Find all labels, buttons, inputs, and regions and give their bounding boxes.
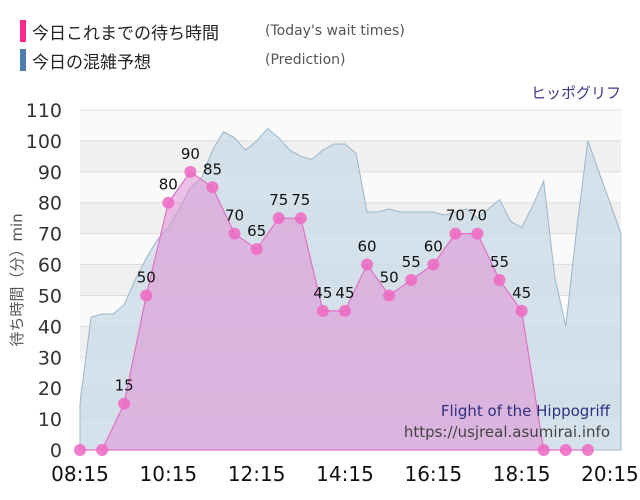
today-wait-point [361, 258, 374, 271]
today-wait-point [449, 227, 462, 240]
data-label: 65 [247, 222, 266, 240]
data-label: 55 [402, 253, 421, 271]
data-label: 70 [446, 207, 465, 225]
today-wait-point [118, 397, 131, 410]
y-tick-label: 90 [38, 162, 62, 184]
y-tick-label: 110 [26, 100, 62, 122]
y-tick-label: 20 [38, 378, 62, 400]
x-tick-label: 18:15 [493, 462, 551, 486]
y-tick-label: 30 [38, 347, 62, 369]
today-wait-point [515, 304, 528, 317]
data-label: 75 [269, 191, 288, 209]
source-url: https://usjreal.asumirai.info [404, 423, 610, 441]
today-wait-point [96, 444, 109, 456]
legend-note-prediction: (Prediction) [265, 52, 346, 68]
today-wait-point [316, 304, 329, 317]
legend-swatch-today [20, 20, 26, 42]
today-wait-point [206, 181, 219, 194]
today-wait-point [427, 258, 440, 271]
today-wait-point [272, 212, 285, 225]
data-label: 75 [291, 191, 310, 209]
x-tick-label: 12:15 [228, 462, 286, 486]
today-wait-point [405, 274, 418, 286]
data-label: 50 [380, 268, 399, 286]
legend-item-today: 今日これまでの待ち時間 (Today's wait times) [20, 18, 405, 44]
data-label: 90 [181, 145, 200, 163]
legend-label-today: 今日これまでの待ち時間 [32, 23, 219, 44]
data-label: 45 [313, 284, 332, 302]
attraction-name-jp: ヒッポグリフ [531, 84, 621, 102]
legend-label-prediction: 今日の混雑予想 [32, 52, 151, 73]
data-label: 60 [424, 238, 443, 256]
y-tick-label: 0 [50, 440, 62, 462]
data-label: 70 [225, 207, 244, 225]
today-wait-point [559, 444, 572, 456]
today-wait-point [338, 304, 351, 317]
x-tick-label: 20:15 [581, 462, 639, 486]
y-tick-label: 80 [38, 193, 62, 215]
data-label: 80 [159, 176, 178, 194]
legend-note-today: (Today's wait times) [265, 23, 405, 39]
legend-swatch-prediction [20, 49, 26, 71]
today-wait-point [162, 196, 175, 209]
today-wait-point [74, 444, 86, 456]
today-wait-point [493, 274, 506, 286]
y-tick-label: 10 [38, 409, 62, 431]
today-wait-point [294, 212, 307, 225]
y-tick-label: 100 [26, 131, 62, 153]
x-tick-label: 08:15 [51, 462, 109, 486]
y-tick-label: 50 [38, 285, 62, 307]
x-tick-label: 10:15 [140, 462, 198, 486]
y-axis-title: 待ち時間（分）min [8, 213, 26, 346]
today-wait-point [184, 165, 197, 178]
x-tick-label: 14:15 [316, 462, 374, 486]
today-wait-point [228, 227, 241, 240]
y-tick-label: 40 [38, 316, 62, 338]
data-label: 50 [137, 268, 156, 286]
data-label: 70 [468, 207, 487, 225]
y-tick-label: 60 [38, 255, 62, 277]
data-label: 55 [490, 253, 509, 271]
today-wait-point [537, 444, 550, 456]
today-wait-point [250, 243, 263, 256]
data-label: 15 [115, 377, 134, 395]
today-wait-point [581, 444, 594, 456]
today-wait-point [383, 289, 396, 302]
data-label: 85 [203, 160, 222, 178]
attraction-name-en: Flight of the Hippogriff [441, 402, 611, 420]
y-tick-label: 70 [38, 224, 62, 246]
today-wait-point [471, 227, 484, 240]
today-wait-point [140, 289, 153, 302]
legend-item-prediction: 今日の混雑予想 (Prediction) [20, 47, 345, 73]
x-tick-label: 16:15 [404, 462, 462, 486]
data-label: 60 [358, 238, 377, 256]
data-label: 45 [512, 284, 531, 302]
data-label: 45 [335, 284, 354, 302]
